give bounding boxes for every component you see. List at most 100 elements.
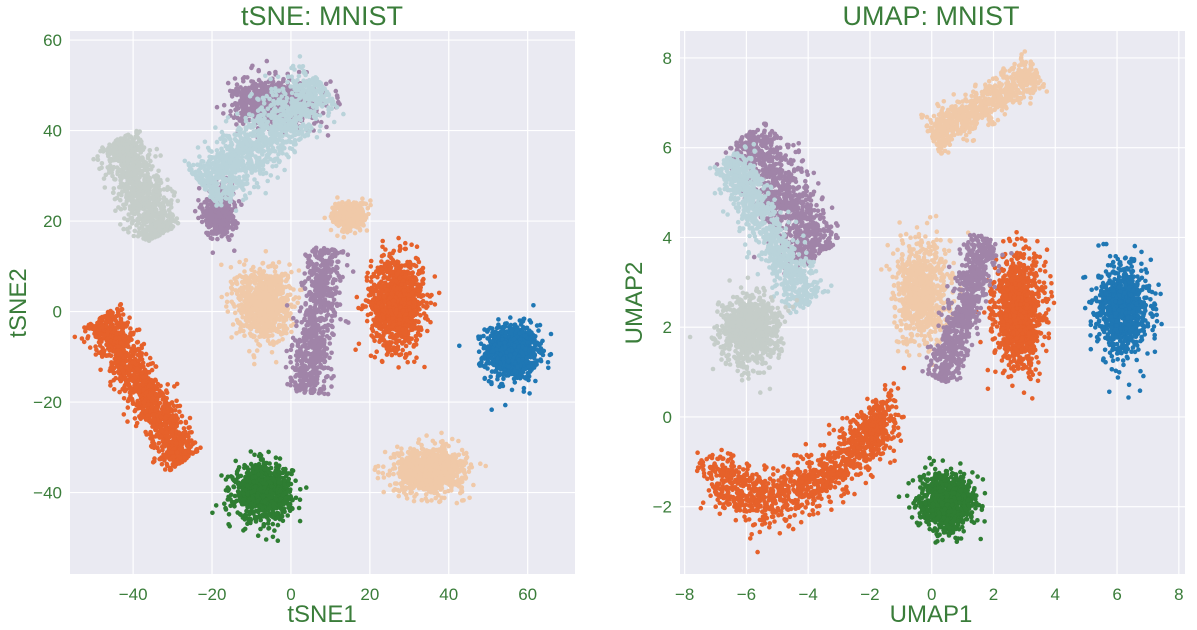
tsne-point xyxy=(546,365,551,371)
tsne-point xyxy=(146,369,152,375)
tsne-point xyxy=(411,344,417,349)
tsne-point xyxy=(157,419,163,424)
tsne-point xyxy=(423,492,429,497)
tsne-point xyxy=(138,393,143,399)
tsne-point xyxy=(408,276,414,281)
tsne-point xyxy=(395,344,401,350)
tsne-point xyxy=(420,293,426,298)
tsne-point xyxy=(156,440,162,446)
tsne-point xyxy=(105,329,111,334)
tsne-point xyxy=(395,332,400,338)
tsne-point xyxy=(547,352,553,358)
tsne-point xyxy=(376,294,382,300)
tsne-point xyxy=(416,288,421,294)
tsne-point xyxy=(399,446,404,452)
tsne-point xyxy=(418,313,423,318)
tsne-point xyxy=(145,402,151,407)
tsne-point xyxy=(244,478,249,484)
tsne-point xyxy=(137,388,142,394)
tsne-point xyxy=(382,262,388,268)
tsne-point xyxy=(119,352,124,358)
tsne-point xyxy=(381,475,387,480)
tsne-point xyxy=(167,419,172,425)
tsne-point xyxy=(389,291,394,297)
tsne-point xyxy=(125,419,130,424)
tsne-point xyxy=(368,279,374,284)
tsne-point xyxy=(397,275,403,281)
tsne-point xyxy=(366,299,372,305)
tsne-point xyxy=(187,415,193,421)
tsne-point xyxy=(275,538,281,543)
tsne-point xyxy=(396,259,401,265)
tsne-point xyxy=(241,491,246,496)
tsne-point xyxy=(385,472,391,478)
tsne-point xyxy=(391,285,396,291)
tsne-point xyxy=(114,331,119,337)
tsne-point xyxy=(83,328,88,334)
tsne-point xyxy=(276,480,281,485)
tsne-point xyxy=(485,336,490,341)
tsne-point xyxy=(134,420,140,426)
tsne-point xyxy=(548,331,554,337)
tsne-point xyxy=(100,353,105,359)
tsne-point xyxy=(170,440,175,445)
tsne-point xyxy=(153,407,159,413)
tsne-point xyxy=(397,321,402,326)
tsne-point xyxy=(114,364,120,369)
tsne-point xyxy=(394,307,399,313)
tsne-point xyxy=(244,470,250,476)
tsne-point xyxy=(108,353,114,359)
tsne-point xyxy=(140,374,146,380)
tsne-point xyxy=(148,443,154,449)
tsne-point xyxy=(369,333,374,338)
tsne-point xyxy=(263,537,269,542)
tsne-point xyxy=(248,449,254,454)
tsne-point xyxy=(509,387,515,393)
tsne-point xyxy=(353,347,358,353)
tsne-point xyxy=(251,479,257,485)
tsne-point xyxy=(537,322,543,328)
tsne-point xyxy=(512,322,517,328)
tsne-point xyxy=(252,488,257,493)
tsne-point xyxy=(379,358,385,364)
tsne-points xyxy=(72,54,554,543)
tsne-point xyxy=(442,495,447,501)
tsne-point xyxy=(536,328,541,333)
tsne-point xyxy=(478,461,483,467)
tsne-point xyxy=(531,303,536,308)
tsne-point xyxy=(112,356,118,362)
tsne-point xyxy=(123,379,129,384)
tsne-point xyxy=(246,516,252,522)
tsne-point xyxy=(509,327,515,333)
tsne-point xyxy=(503,402,508,408)
tsne-point xyxy=(532,340,537,346)
tsne-point xyxy=(260,481,266,486)
tsne-point xyxy=(403,343,409,349)
tsne-point xyxy=(245,491,250,497)
tsne-point xyxy=(368,311,374,317)
tsne-point xyxy=(171,435,177,441)
tsne-point xyxy=(116,371,122,376)
tsne-point xyxy=(304,485,309,490)
tsne-point xyxy=(165,443,170,448)
tsne-point xyxy=(394,271,400,277)
tsne-point xyxy=(446,488,451,494)
tsne-point xyxy=(521,367,526,373)
tsne-point xyxy=(119,306,125,312)
tsne-point xyxy=(386,275,391,280)
tsne-point xyxy=(419,497,425,503)
tsne-point xyxy=(148,429,153,435)
tsne-point xyxy=(273,455,279,461)
tsne-point xyxy=(255,533,261,538)
tsne-point xyxy=(506,358,511,364)
tsne-point xyxy=(266,525,272,531)
tsne-point xyxy=(242,463,248,469)
tsne-point xyxy=(255,493,260,499)
tsne-point xyxy=(387,320,392,326)
tsne-point xyxy=(372,318,378,324)
tsne-point xyxy=(439,430,444,436)
tsne-point xyxy=(390,335,396,341)
tsne-point xyxy=(183,420,189,426)
